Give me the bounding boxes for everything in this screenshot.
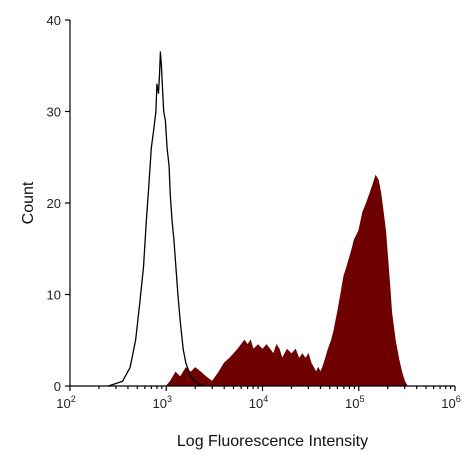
y-tick-label: 0	[54, 379, 61, 394]
x-tick-label-exponent: 5	[359, 394, 364, 404]
x-tick-label-base: 10	[56, 396, 70, 411]
x-tick-label-base: 10	[345, 396, 359, 411]
x-axis-ticks: 102 103 104 105 106	[56, 386, 461, 411]
x-tick-label-base: 10	[153, 396, 167, 411]
x-axis-title: Log Fluorescence Intensity	[177, 433, 368, 450]
x-tick-label: 104	[249, 394, 268, 411]
y-axis-ticks: 0 10 20 30 40	[47, 13, 70, 394]
y-axis-title: Count	[20, 181, 37, 224]
x-tick-label: 102	[56, 394, 75, 411]
stained-histogram-area	[165, 174, 409, 387]
x-tick-label-base: 10	[441, 396, 455, 411]
x-tick-label: 106	[441, 394, 460, 411]
x-tick-label-exponent: 6	[456, 394, 461, 404]
x-tick-label-base: 10	[249, 396, 263, 411]
control-histogram-outline	[108, 51, 205, 387]
x-tick-label-exponent: 4	[263, 394, 268, 404]
y-tick-label: 40	[47, 13, 61, 28]
y-tick-label: 30	[47, 105, 61, 120]
x-tick-label-exponent: 2	[71, 394, 76, 404]
x-tick-label-exponent: 3	[167, 394, 172, 404]
y-tick-label: 10	[47, 288, 61, 303]
plot-area	[108, 51, 409, 387]
x-tick-label: 105	[345, 394, 364, 411]
x-tick-label: 103	[153, 394, 172, 411]
y-tick-label: 20	[47, 196, 61, 211]
